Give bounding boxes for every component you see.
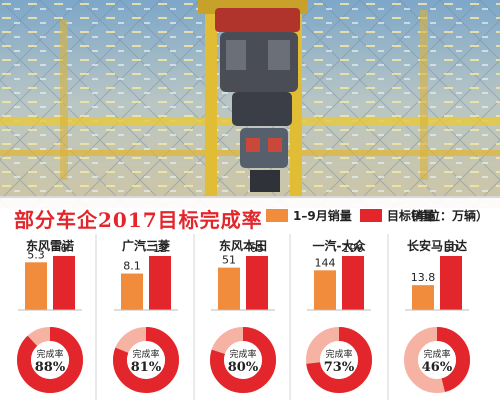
- value-label-target: 12: [153, 242, 167, 255]
- value-label-target: 30: [444, 242, 458, 255]
- bar-target: [440, 256, 462, 310]
- donut-completed: [17, 327, 83, 393]
- value-label-target: 196: [343, 242, 364, 255]
- completion-rate: 81%: [131, 360, 162, 375]
- completion-rate: 73%: [324, 360, 355, 375]
- donut-completed: [210, 327, 276, 393]
- completion-rate: 80%: [228, 360, 259, 375]
- completion-label: 完成率: [229, 348, 256, 360]
- donut-hole: [31, 341, 69, 379]
- value-label-actual: 144: [315, 256, 336, 269]
- legend-actual: 1–9月销量: [266, 207, 352, 224]
- value-label-target: 6: [61, 242, 68, 255]
- legend-target-label: 目标销量: [387, 209, 436, 223]
- completion-rate: 88%: [35, 360, 66, 375]
- value-label-target: 65: [250, 242, 264, 255]
- value-label-actual: 51: [222, 254, 236, 267]
- legend-target: 目标销量: [360, 207, 435, 224]
- category-label: 一汽-大众: [313, 238, 367, 253]
- factory-photo: [0, 0, 500, 208]
- category-label: 东风本田: [219, 238, 267, 253]
- bar-target: [149, 256, 171, 310]
- donut-completed: [306, 327, 372, 393]
- bar-actual: [218, 267, 240, 310]
- legend-actual-swatch: [266, 209, 288, 222]
- chart-title: 部分车企2017目标完成率: [14, 208, 263, 232]
- donut-completed: [113, 327, 179, 393]
- category-label: 广汽三菱: [122, 238, 170, 253]
- donut-hole: [320, 341, 358, 379]
- chart-panel: 东风雷诺 5.3 6 完成率 88% 广汽三菱 8.1 12 完成率 81% 东风本田 51 65 完成率…: [0, 230, 500, 404]
- bar-target: [53, 256, 75, 310]
- bar-actual: [314, 270, 336, 310]
- donut-hole: [127, 341, 165, 379]
- bar-actual: [412, 285, 434, 310]
- completion-label: 完成率: [325, 348, 352, 360]
- legend-actual-label: 1–9月销量: [293, 209, 352, 223]
- donut-hole: [418, 341, 456, 379]
- legend-target-swatch: [360, 209, 382, 222]
- bar-actual: [121, 273, 143, 310]
- completion-rate: 46%: [422, 360, 453, 375]
- category-label: 东风雷诺: [26, 238, 74, 253]
- donut-completed: [404, 327, 470, 393]
- completion-label: 完成率: [132, 348, 159, 360]
- chart-header: 部分车企2017目标完成率 1–9月销量 目标销量 （单位：万辆）: [0, 196, 500, 232]
- value-label-actual: 13.8: [411, 271, 436, 284]
- bar-target: [246, 256, 268, 310]
- completion-label: 完成率: [36, 348, 63, 360]
- completion-label: 完成率: [423, 348, 450, 360]
- category-label: 长安马自达: [407, 238, 467, 253]
- unit-label: （单位：万辆）: [403, 209, 488, 223]
- value-label-actual: 5.3: [27, 248, 45, 261]
- donut-hole: [224, 341, 262, 379]
- bar-target: [342, 256, 364, 310]
- bar-actual: [25, 262, 47, 310]
- value-label-actual: 8.1: [123, 260, 141, 273]
